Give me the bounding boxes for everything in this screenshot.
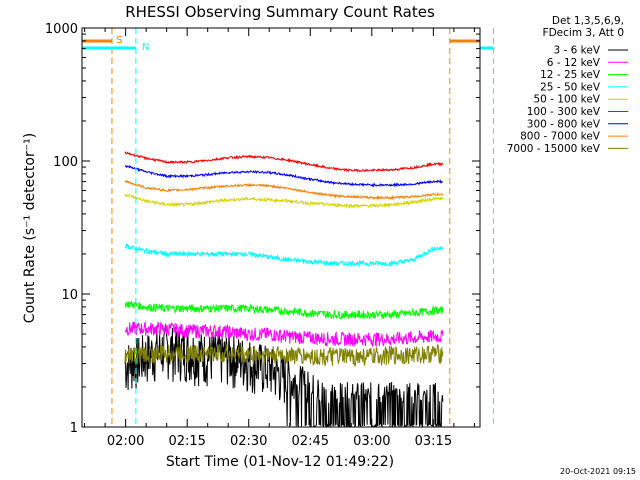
y-tick-label: 100 [53,155,78,170]
series-line [124,343,444,368]
x-axis-label: Start Time (01-Nov-12 01:49:22) [166,454,394,470]
legend-entry-label: 100 - 300 keV [527,106,601,118]
legend-entry-label: 7000 - 15000 keV [507,143,601,155]
x-tick-label: 02:15 [168,434,205,449]
series-line [124,320,444,348]
y-tick-label: 1000 [45,22,78,37]
legend-header: FDecim 3, Att 0 [543,27,624,39]
legend-entry-label: 800 - 7000 keV [520,131,601,143]
chart-title: RHESSI Observing Summary Count Rates [125,3,435,21]
legend-header: Det 1,3,5,6,9, [552,15,624,27]
legend-entry-label: 25 - 50 keV [540,81,601,93]
legend-entry-label: 12 - 25 keV [540,69,601,81]
series-layer [124,151,444,429]
series-line [124,164,444,188]
timestamp: 20-Oct-2021 09:15 [560,467,636,476]
marker-layer: SN [82,28,495,427]
legend-entry-label: 300 - 800 keV [527,118,601,130]
x-tick-label: 02:00 [107,434,144,449]
legend-entry-label: 3 - 6 keV [553,45,600,57]
y-axis-label: Count Rate (s⁻¹ detector⁻¹) [22,133,38,323]
x-tick-label: 03:15 [415,434,452,449]
axis-layer: 1 10 100 1000 02:00 02:15 02:30 02:45 03:00 03:15 [45,22,480,449]
series-line [124,300,444,321]
series-line [124,243,444,268]
marker-label: N [142,42,149,53]
y-tick-label: 10 [61,288,78,303]
legend-entry-label: 6 - 12 keV [547,57,601,69]
x-tick-label: 02:30 [230,434,267,449]
series-line [124,192,444,209]
x-tick-label: 02:45 [292,434,329,449]
series-line [124,179,444,201]
legend-entry-label: 50 - 100 keV [533,94,600,106]
y-tick-label: 1 [70,421,78,436]
plot-frame [81,27,481,428]
x-tick-label: 03:00 [353,434,390,449]
marker-label: S [116,35,122,46]
legend: Det 1,3,5,6,9,FDecim 3, Att 0 3 - 6 keV6 … [507,15,628,155]
series-line [124,151,444,173]
